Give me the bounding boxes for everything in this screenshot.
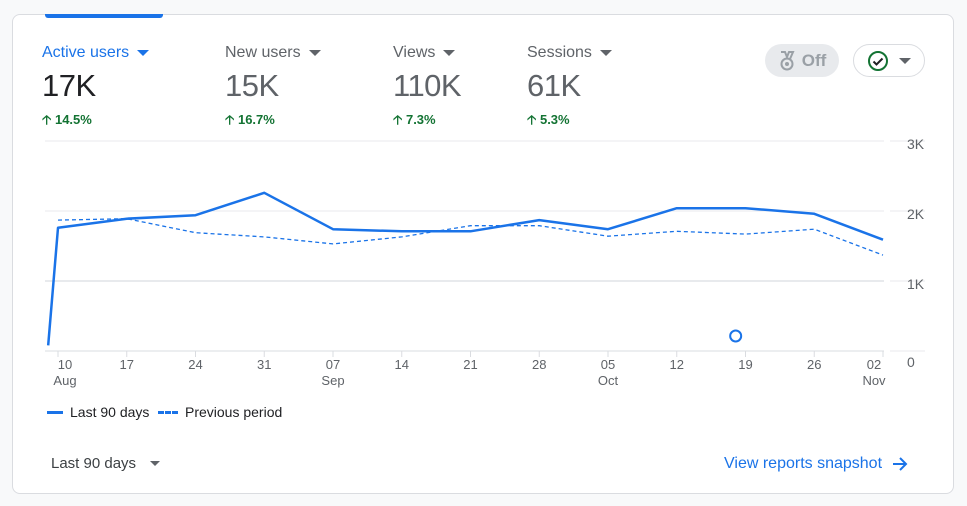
arrow-up-icon: 🡡 (527, 112, 537, 127)
x-tick-label: 26 (794, 357, 834, 373)
snapshot-link-label: View reports snapshot (724, 455, 883, 472)
arrow-up-icon: 🡡 (393, 112, 403, 127)
metric-value: 15K (225, 68, 279, 103)
x-tick-day: 14 (394, 357, 409, 372)
metric-label: New users (225, 44, 301, 61)
check-circle-icon (868, 50, 888, 71)
y-tick-label: 3K (907, 136, 925, 152)
x-tick-day: 02 (866, 357, 882, 372)
chevron-down-icon (899, 57, 911, 64)
x-tick-day: 19 (738, 357, 753, 372)
dashed-line-icon (158, 410, 178, 414)
overview-card (12, 14, 954, 494)
x-tick-label: 19 (726, 357, 766, 373)
metric-tab-sessions[interactable]: Sessions 61K 🡡 5.3% (527, 44, 612, 133)
chevron-down-icon (599, 50, 612, 56)
x-tick-label: 14 (382, 357, 422, 373)
active-metric-indicator (45, 14, 163, 18)
x-tick-day: 07 (325, 357, 341, 372)
solid-line-icon (47, 410, 63, 414)
x-tick-month: Nov (862, 373, 886, 388)
y-tick-label: 1K (907, 276, 925, 292)
x-tick-day: 12 (669, 357, 684, 372)
metric-change-value: 16.7% (237, 112, 275, 127)
y-tick-label: 0 (907, 354, 915, 370)
insights-toggle-button[interactable]: Off (765, 44, 839, 77)
x-tick-day: 21 (463, 357, 478, 372)
y-tick-label: 2K (907, 206, 925, 222)
x-tick-day: 28 (532, 357, 547, 372)
metric-change: 🡡 14.5% (42, 111, 149, 133)
x-tick-month: Sep (321, 373, 345, 388)
x-tick-label: 31 (244, 357, 284, 373)
date-range-dropdown[interactable]: Last 90 days (51, 455, 161, 472)
legend-item-last-90-days: Last 90 days (47, 404, 149, 420)
metric-dropdown[interactable]: Views (393, 44, 461, 62)
view-reports-snapshot-link[interactable]: View reports snapshot (724, 455, 908, 473)
metric-label: Views (393, 44, 436, 61)
x-tick-day: 10 (57, 357, 73, 372)
medal-icon (780, 50, 795, 70)
x-tick-label: 05 Oct (588, 357, 628, 389)
status-dropdown[interactable] (853, 44, 925, 77)
date-range-label: Last 90 days (51, 455, 137, 472)
x-tick-month: Aug (53, 373, 77, 388)
series-line-last-90-days (46, 191, 884, 346)
x-tick-label: 02 Nov (854, 357, 894, 389)
arrow-right-icon (893, 457, 908, 471)
x-tick-label: 12 (657, 357, 697, 373)
metric-change-value: 14.5% (54, 112, 92, 127)
metric-change-value: 5.3% (539, 112, 570, 127)
x-tick-month: Oct (597, 373, 619, 388)
metric-dropdown[interactable]: New users (225, 44, 321, 62)
x-tick-label: 17 (107, 357, 147, 373)
annotation-circle-icon[interactable] (729, 329, 743, 343)
chevron-down-icon (308, 50, 321, 56)
x-tick-day: 31 (257, 357, 272, 372)
legend-item-previous-period: Previous period (158, 404, 282, 420)
metric-change: 🡡 5.3% (527, 111, 612, 133)
series-line-previous-period (57, 218, 884, 256)
metric-tab-active-users[interactable]: Active users 17K 🡡 14.5% (42, 44, 150, 133)
metric-value: 17K (42, 68, 96, 103)
metric-dropdown[interactable]: Active users (42, 44, 150, 62)
metric-change: 🡡 7.3% (393, 111, 461, 133)
x-tick-label: 28 (519, 357, 559, 373)
x-tick-day: 05 (600, 357, 616, 372)
arrow-up-icon: 🡡 (42, 112, 52, 127)
chevron-down-icon (137, 50, 150, 56)
metric-value: 110K (393, 68, 462, 103)
x-tick-day: 26 (807, 357, 822, 372)
metric-label: Sessions (527, 44, 592, 61)
chevron-down-icon (150, 461, 161, 466)
legend-label: Last 90 days (70, 404, 150, 420)
x-tick-label: 21 (451, 357, 491, 373)
metric-tab-new-users[interactable]: New users 15K 🡡 16.7% (225, 44, 321, 133)
chevron-down-icon (443, 50, 456, 56)
metric-label: Active users (42, 44, 130, 61)
x-tick-label: 07 Sep (313, 357, 353, 389)
metric-value: 61K (527, 68, 581, 103)
x-tick-label: 10 Aug (45, 357, 85, 389)
x-tick-day: 17 (119, 357, 134, 372)
insights-toggle-label: Off (801, 50, 827, 70)
metric-dropdown[interactable]: Sessions (527, 44, 612, 62)
legend-label: Previous period (185, 404, 283, 420)
arrow-up-icon: 🡡 (225, 112, 235, 127)
x-tick-day: 24 (188, 357, 203, 372)
x-tick-label: 24 (176, 357, 216, 373)
metric-change-value: 7.3% (405, 112, 436, 127)
metric-change: 🡡 16.7% (225, 111, 321, 133)
metric-tab-views[interactable]: Views 110K 🡡 7.3% (393, 44, 462, 133)
